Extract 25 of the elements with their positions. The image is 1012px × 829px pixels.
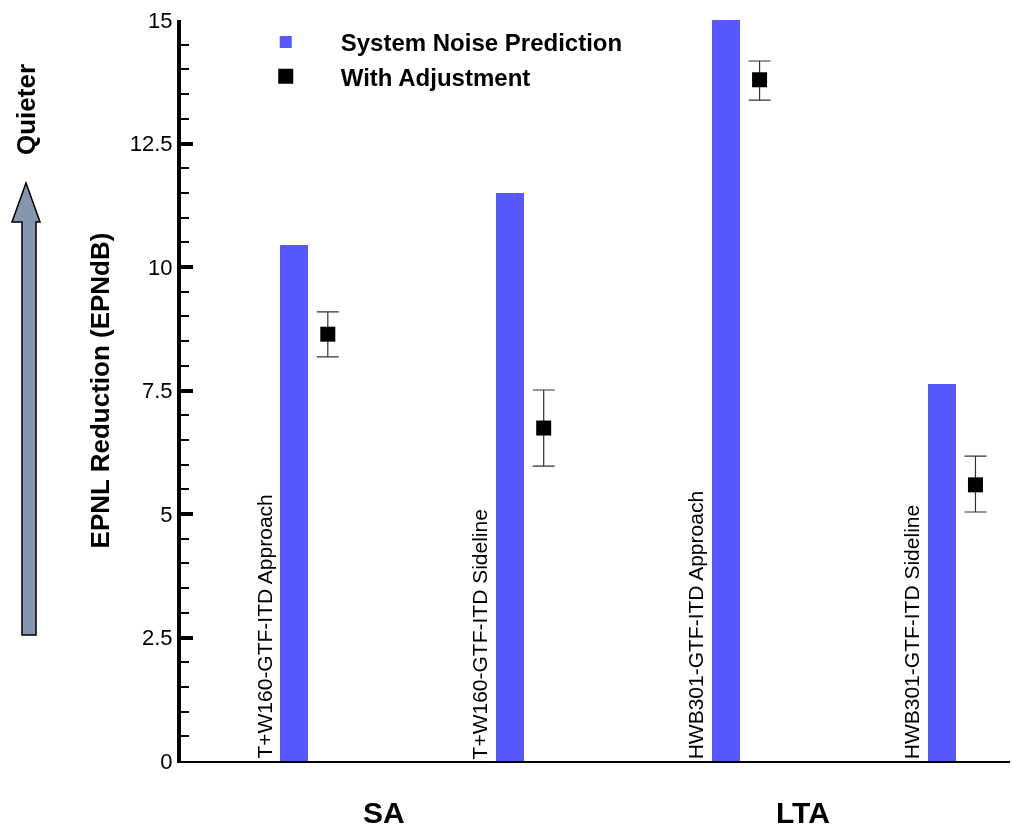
bar bbox=[496, 193, 524, 761]
legend-label: System Noise Prediction bbox=[340, 29, 623, 57]
x-tick-label: T+W160-GTF-ITD Sideline bbox=[468, 509, 492, 760]
point bbox=[967, 477, 983, 493]
point bbox=[752, 72, 768, 88]
x-tick-label: HWB301-GTF-ITD Sideline bbox=[900, 504, 924, 760]
x-tick-label: T+W160-GTF-ITD Approach bbox=[252, 494, 276, 759]
legend-label: With Adjustment bbox=[340, 63, 531, 91]
x-tick-label: HWB301-GTF-ITD Approach bbox=[684, 490, 708, 760]
y-axis-title: EPNL Reduction (EPNdB) bbox=[84, 232, 115, 549]
bar bbox=[712, 20, 740, 761]
text: LTA bbox=[776, 796, 830, 829]
y-tick-label: 12.5 bbox=[129, 131, 173, 157]
y-tick-label: 0 bbox=[160, 748, 173, 774]
text: Quieter bbox=[11, 63, 41, 155]
y-tick-label: 7.5 bbox=[142, 378, 173, 404]
bar bbox=[928, 384, 956, 761]
bar bbox=[280, 245, 308, 761]
y-tick-label: 2.5 bbox=[142, 625, 173, 651]
point bbox=[536, 420, 552, 436]
y-tick-label: 15 bbox=[148, 7, 173, 33]
y-tick-label: 5 bbox=[160, 501, 173, 527]
y-tick-label: 10 bbox=[148, 254, 173, 280]
point bbox=[320, 326, 336, 342]
text: SA bbox=[363, 796, 405, 829]
